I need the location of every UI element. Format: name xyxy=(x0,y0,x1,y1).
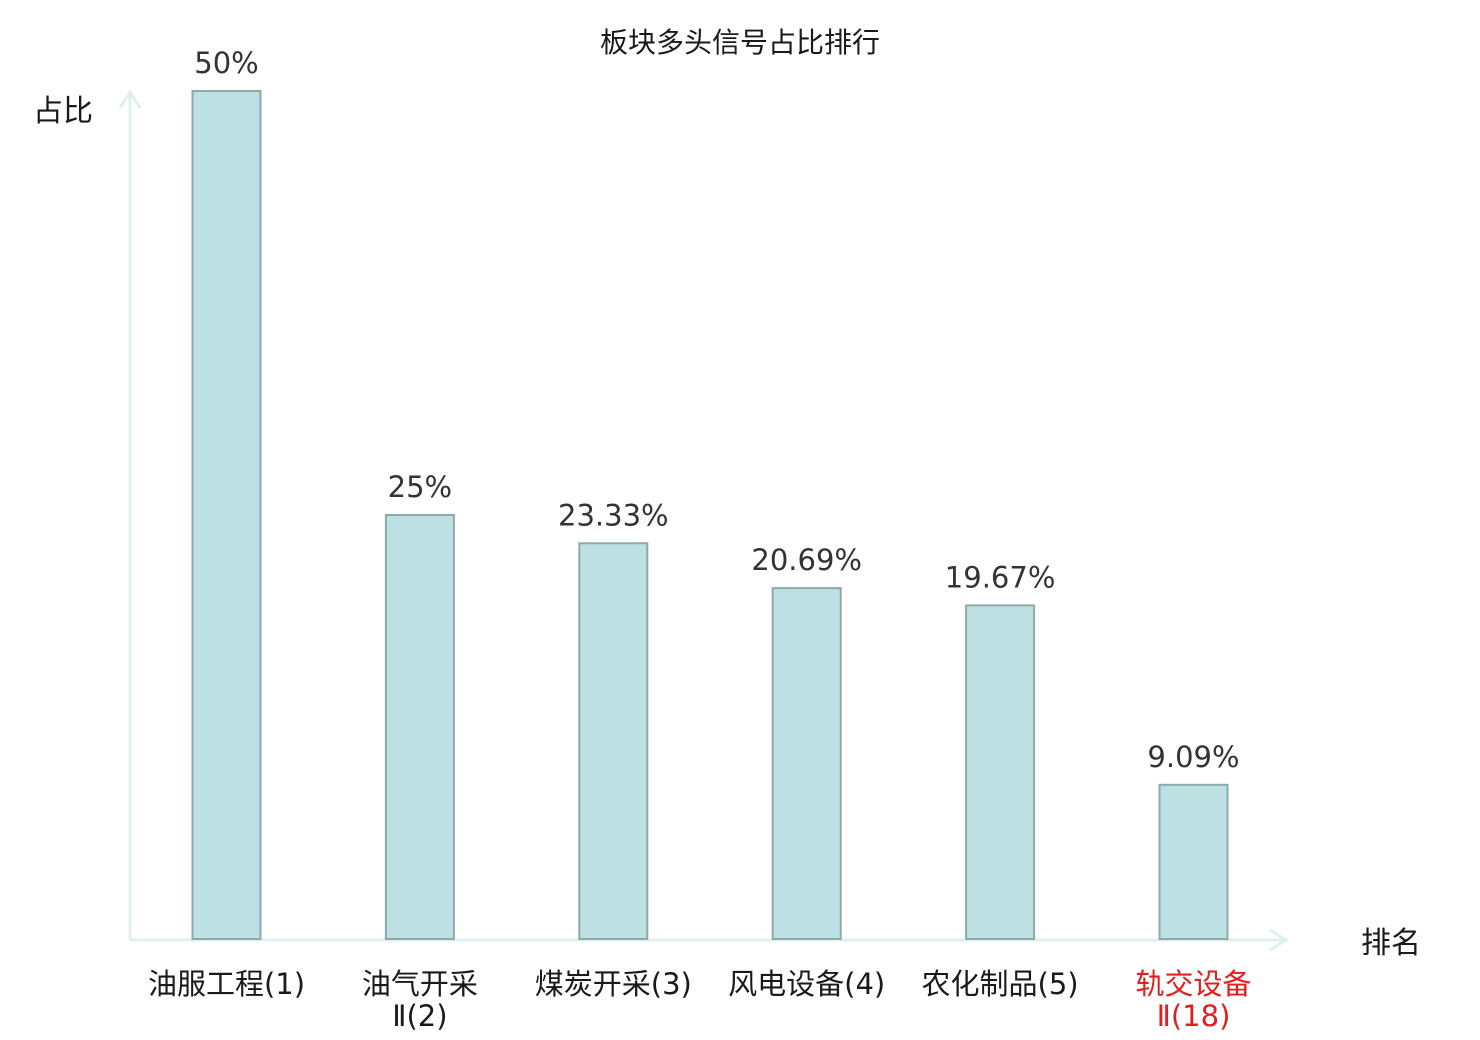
bar xyxy=(771,587,842,940)
chart-title: 板块多头信号占比排行 xyxy=(600,26,880,59)
value-label: 9.09% xyxy=(1147,740,1239,774)
y-axis-arrow xyxy=(118,89,142,109)
category-label: 油气开采 xyxy=(362,967,478,1001)
category-label: 油服工程(1) xyxy=(148,967,305,1001)
value-label: 20.69% xyxy=(751,543,862,577)
value-label: 50% xyxy=(194,46,258,80)
x-axis-arrow xyxy=(1269,928,1289,952)
x-axis-label: 排名 xyxy=(1361,926,1421,961)
bar xyxy=(384,514,455,940)
category-label: Ⅱ(18) xyxy=(1157,999,1231,1033)
category-label: Ⅱ(2) xyxy=(392,999,447,1033)
value-label: 19.67% xyxy=(945,560,1056,594)
bar xyxy=(191,90,262,940)
bar xyxy=(1158,783,1229,940)
bar-series xyxy=(191,90,1229,941)
value-labels: 50% 25% 23.33% 20.69% 19.67% 9.09% xyxy=(194,46,1239,774)
y-axis-label: 占比 xyxy=(33,94,93,129)
value-label: 25% xyxy=(388,470,452,504)
category-label: 煤炭开采(3) xyxy=(535,967,692,1001)
category-label: 农化制品(5) xyxy=(922,967,1079,1001)
x-axis xyxy=(130,928,1289,952)
category-label: 轨交设备 xyxy=(1135,967,1251,1001)
bar xyxy=(965,604,1036,941)
bar xyxy=(578,542,649,940)
value-label: 23.33% xyxy=(558,498,669,532)
y-axis xyxy=(118,89,142,940)
category-label: 风电设备(4) xyxy=(728,967,885,1001)
